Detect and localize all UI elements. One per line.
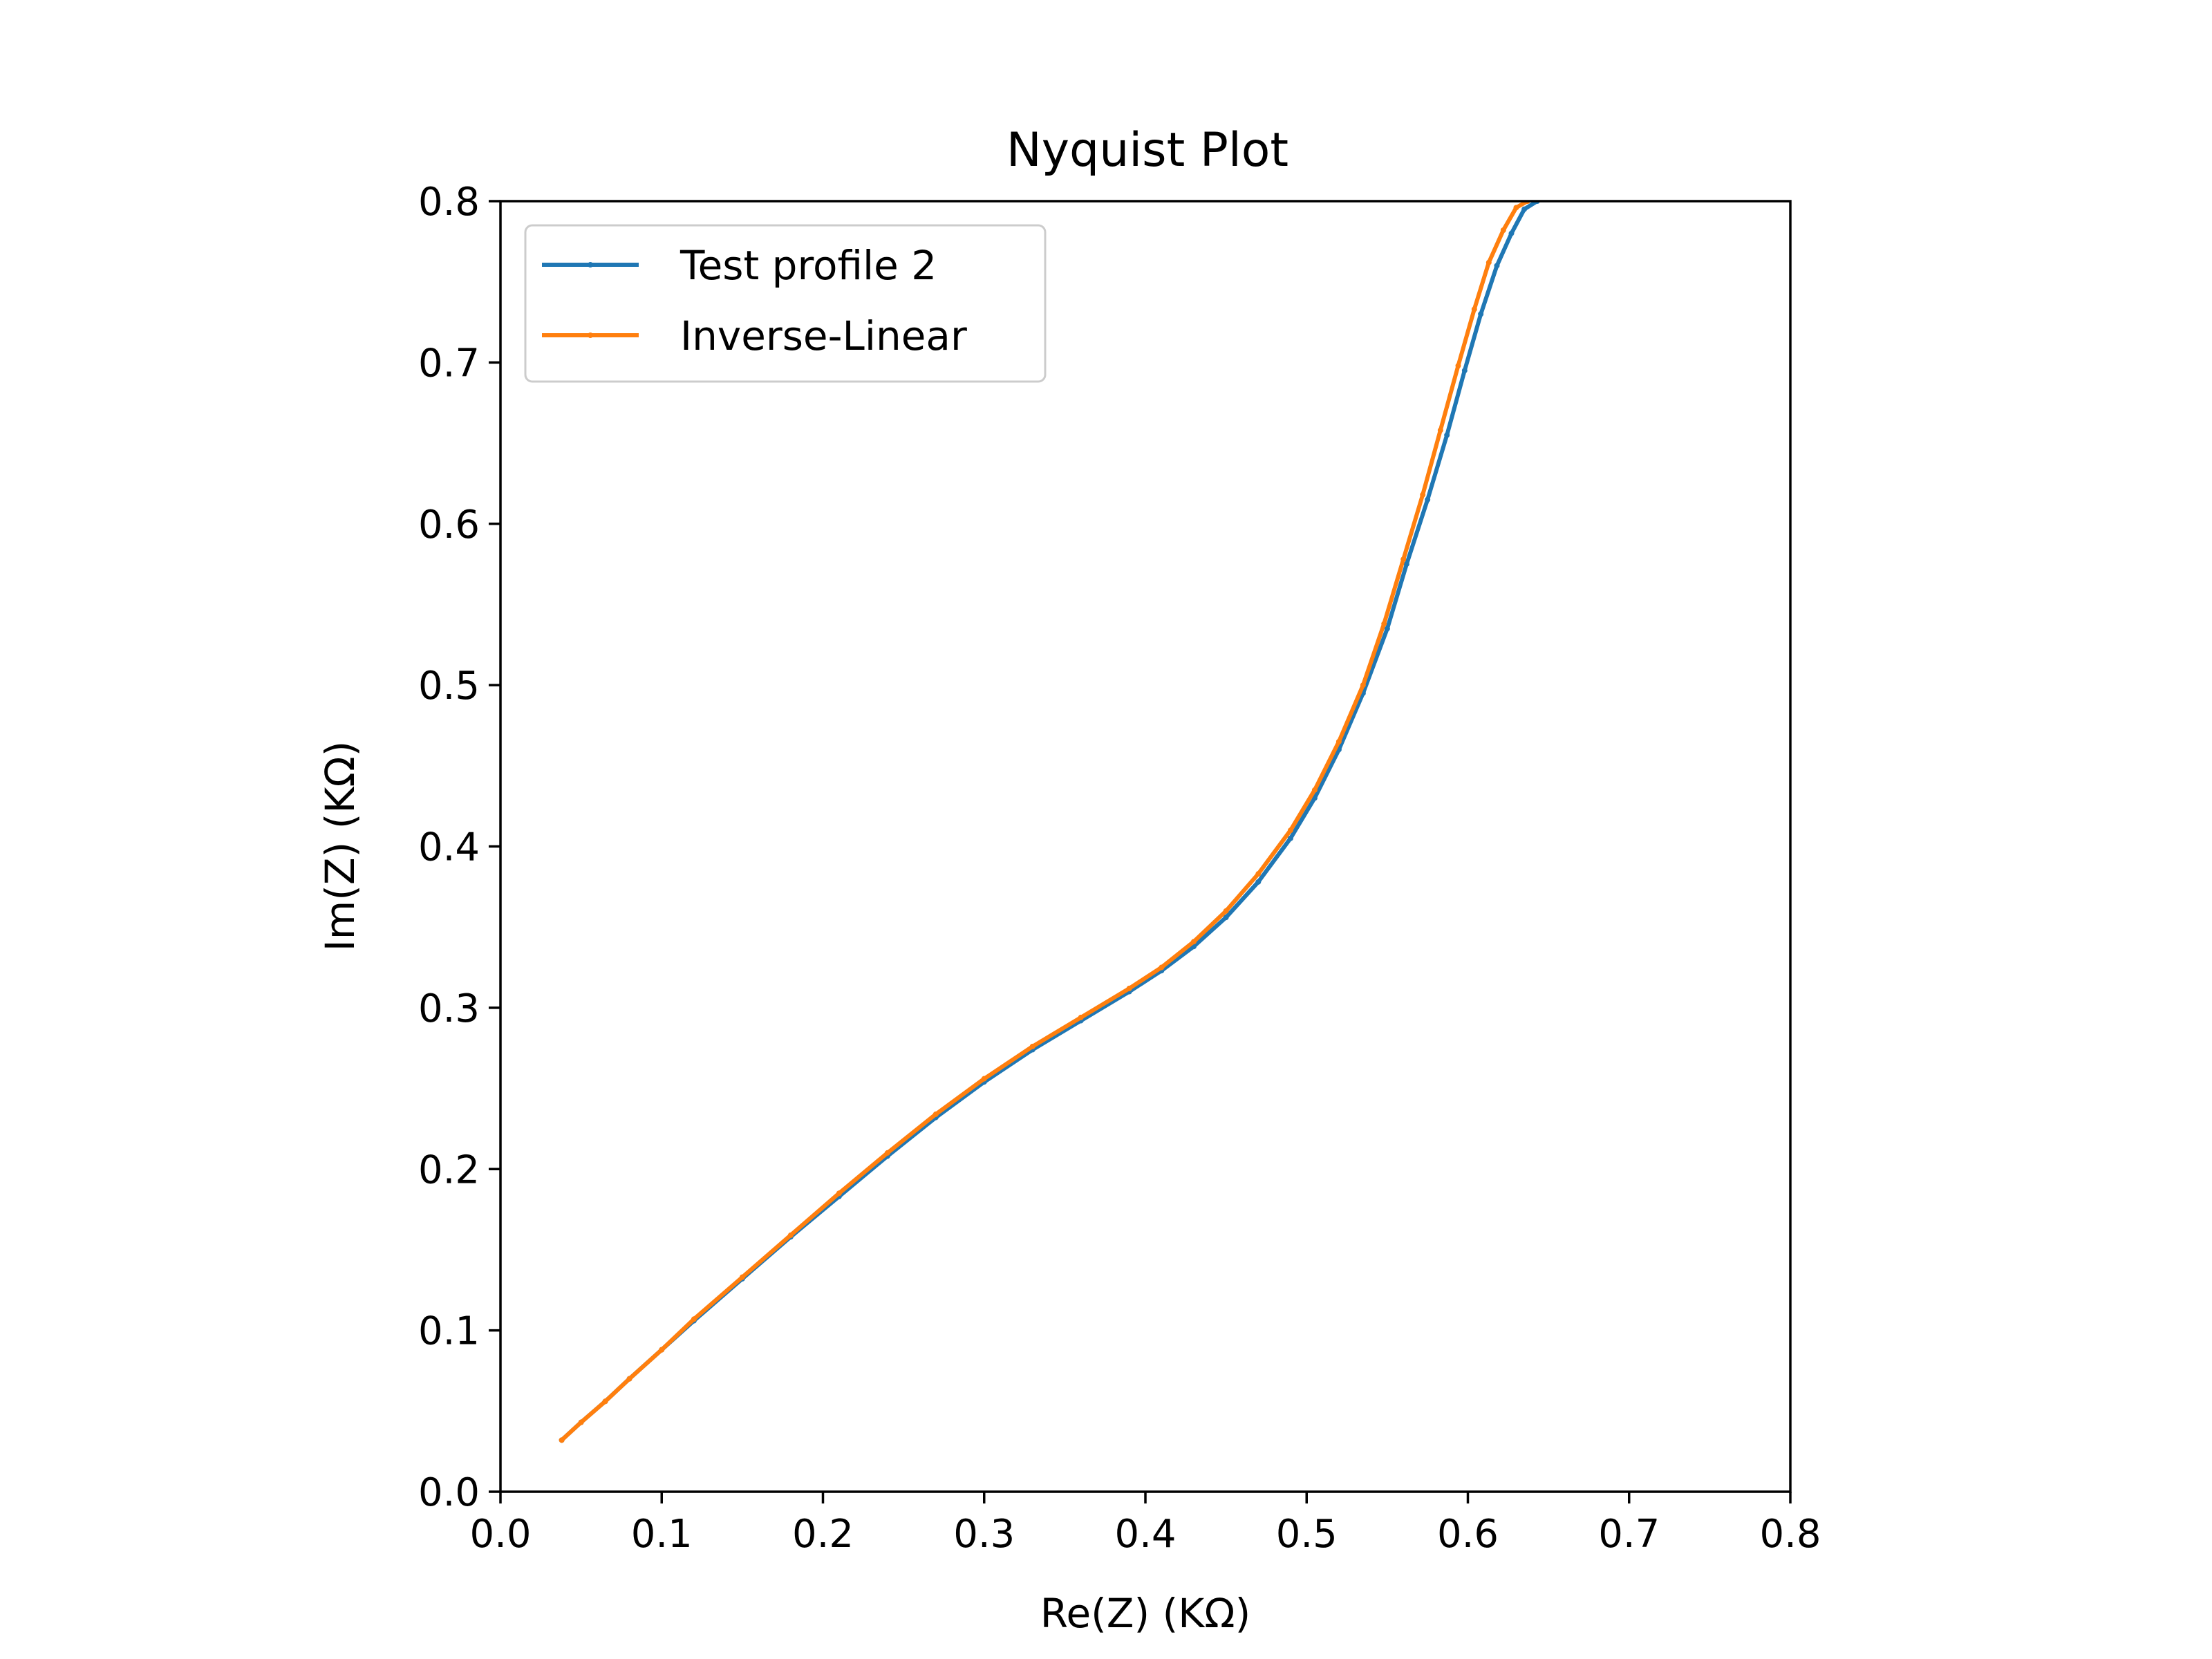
data-point-inverse-linear (626, 1376, 632, 1382)
data-point-inverse-linear (559, 1437, 565, 1443)
y-tick-label: 0.8 (418, 180, 480, 225)
x-tick-label: 0.2 (792, 1512, 854, 1557)
data-point-test-profile-2 (1478, 311, 1484, 317)
x-tick-label: 0.7 (1598, 1512, 1660, 1557)
data-point-inverse-linear (578, 1419, 584, 1425)
legend-marker-inverse-linear (588, 332, 593, 338)
series-line-test-profile-2 (559, 201, 1539, 1443)
data-point-inverse-linear (1381, 621, 1387, 627)
data-point-inverse-linear (1500, 227, 1506, 234)
data-point-inverse-linear (1420, 491, 1426, 498)
data-point-inverse-linear (1335, 738, 1342, 744)
data-point-inverse-linear (981, 1076, 987, 1082)
y-tick-label: 0.0 (418, 1470, 480, 1515)
x-tick-label: 0.4 (1114, 1512, 1176, 1557)
data-point-inverse-linear (691, 1316, 697, 1322)
chart-title: Nyquist Plot (1006, 123, 1288, 178)
y-tick-label: 0.3 (418, 986, 480, 1031)
data-point-inverse-linear (1078, 1014, 1084, 1020)
data-point-test-profile-2 (1311, 795, 1318, 801)
data-point-inverse-linear (1029, 1043, 1035, 1049)
y-tick-label: 0.2 (418, 1147, 480, 1192)
data-point-test-profile-2 (1384, 626, 1390, 632)
data-point-inverse-linear (884, 1150, 890, 1156)
data-point-inverse-linear (1360, 682, 1366, 688)
data-point-test-profile-2 (1255, 879, 1262, 885)
data-point-inverse-linear (1513, 205, 1519, 211)
data-point-test-profile-2 (1521, 206, 1528, 212)
x-tick-label: 0.5 (1276, 1512, 1338, 1557)
data-point-inverse-linear (1400, 556, 1407, 563)
data-point-inverse-linear (787, 1232, 794, 1238)
legend-marker-test-profile-2 (588, 262, 593, 268)
legend: Test profile 2 Inverse-Linear (524, 224, 1047, 383)
data-point-test-profile-2 (1494, 263, 1500, 269)
x-tick-label: 0.1 (631, 1512, 693, 1557)
y-axis-label: Im(Z) (KΩ) (317, 741, 364, 952)
data-point-inverse-linear (1311, 787, 1318, 793)
x-axis: 0.0 0.1 0.2 0.3 0.4 0.5 0.6 0.7 0.8 (469, 1492, 1821, 1557)
data-point-inverse-linear (602, 1398, 608, 1405)
x-axis-label: Re(Z) (KΩ) (1040, 1590, 1250, 1637)
data-point-inverse-linear (932, 1111, 939, 1117)
data-point-inverse-linear (1287, 827, 1293, 834)
plot-frame (499, 200, 1792, 1493)
x-tick-label: 0.3 (953, 1512, 1015, 1557)
y-axis: 0.0 0.1 0.2 0.3 0.4 0.5 0.6 0.7 0.8 (418, 180, 500, 1515)
y-tick-label: 0.1 (418, 1309, 480, 1354)
data-point-inverse-linear (1471, 306, 1477, 312)
data-point-inverse-linear (1126, 985, 1132, 991)
x-tick-label: 0.0 (469, 1512, 531, 1557)
y-tick-label: 0.4 (418, 825, 480, 870)
data-point-inverse-linear (1485, 259, 1492, 265)
data-point-inverse-linear (1455, 363, 1461, 369)
x-tick-label: 0.8 (1759, 1512, 1821, 1557)
y-tick-label: 0.6 (418, 503, 480, 547)
series-line-inverse-linear (559, 201, 1530, 1443)
data-point-test-profile-2 (1403, 561, 1409, 568)
data-point-inverse-linear (1437, 427, 1443, 433)
data-point-inverse-linear (1159, 964, 1165, 971)
data-point-inverse-linear (739, 1274, 745, 1280)
data-point-test-profile-2 (1287, 835, 1293, 841)
data-point-inverse-linear (1190, 939, 1197, 945)
x-tick-label: 0.6 (1437, 1512, 1499, 1557)
data-point-test-profile-2 (1425, 496, 1431, 503)
data-point-test-profile-2 (1461, 368, 1468, 374)
data-point-test-profile-2 (1223, 915, 1229, 921)
data-point-inverse-linear (836, 1190, 842, 1197)
data-point-test-profile-2 (1444, 432, 1450, 438)
legend-box (524, 224, 1047, 383)
data-point-inverse-linear (1255, 871, 1262, 877)
legend-label-test-profile-2: Test profile 2 (679, 242, 937, 289)
y-tick-label: 0.5 (418, 664, 480, 709)
data-point-inverse-linear (659, 1347, 665, 1353)
data-point-inverse-linear (1223, 908, 1229, 914)
plot-area (559, 201, 1540, 1443)
y-tick-label: 0.7 (418, 341, 480, 386)
data-point-test-profile-2 (1508, 230, 1515, 236)
legend-label-inverse-linear: Inverse-Linear (680, 312, 967, 359)
